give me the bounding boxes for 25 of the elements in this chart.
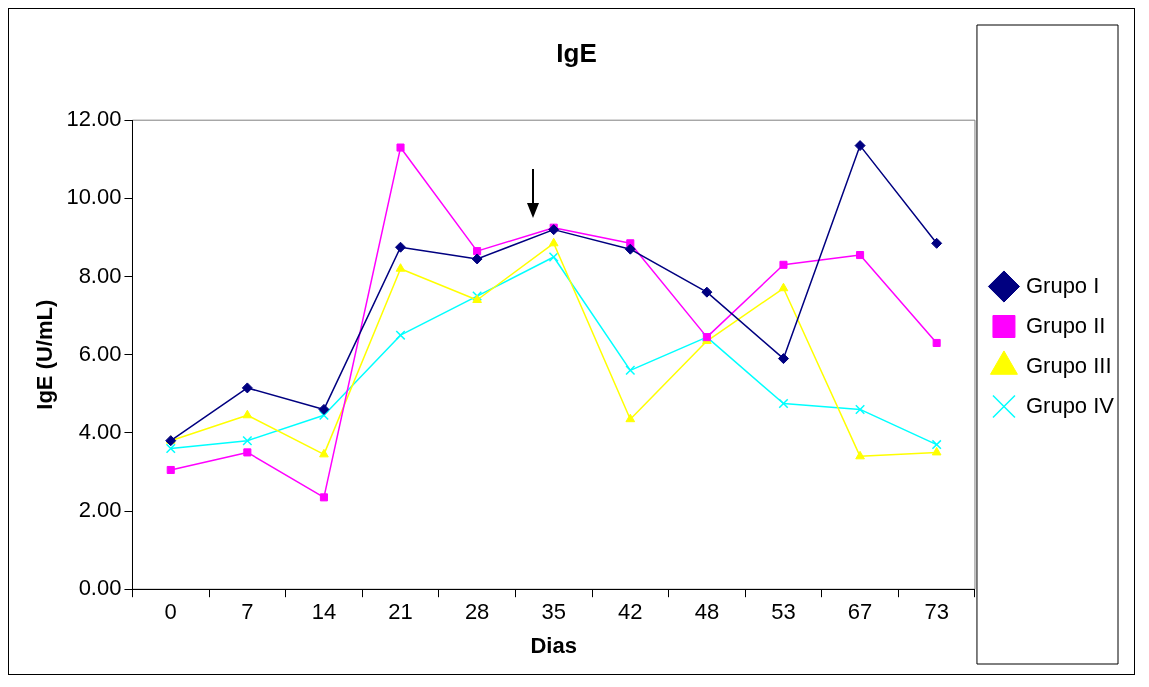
y-axis-title: IgE (U/mL) [32,299,58,410]
x-axis-title: Dias [530,632,577,658]
y-tick-label: 2.00 [78,497,122,523]
y-tick-label: 10.00 [66,184,122,210]
x-tick-label: 73 [924,599,949,625]
x-tick-label: 14 [311,599,337,625]
x-tick-label: 7 [241,599,254,625]
x-tick-label: 48 [694,599,720,625]
y-tick-label: 12.00 [66,106,122,132]
y-tick-label: 8.00 [78,262,122,288]
legend-label: Grupo I [1025,272,1100,298]
legend-label: Grupo II [1025,312,1106,338]
x-tick-label: 0 [164,599,177,625]
x-tick-label: 67 [847,599,873,625]
legend-label: Grupo IV [1025,392,1115,418]
y-tick-label: 4.00 [78,418,122,444]
legend-label: Grupo III [1025,352,1112,378]
x-tick-label: 21 [388,599,413,625]
x-tick-label: 53 [771,599,796,625]
y-tick-label: 0.00 [78,575,122,601]
y-tick-label: 6.00 [78,340,122,366]
chart-title: IgE [556,37,597,68]
x-tick-label: 42 [618,599,643,625]
x-tick-label: 35 [541,599,566,625]
x-tick-label: 28 [464,599,490,625]
